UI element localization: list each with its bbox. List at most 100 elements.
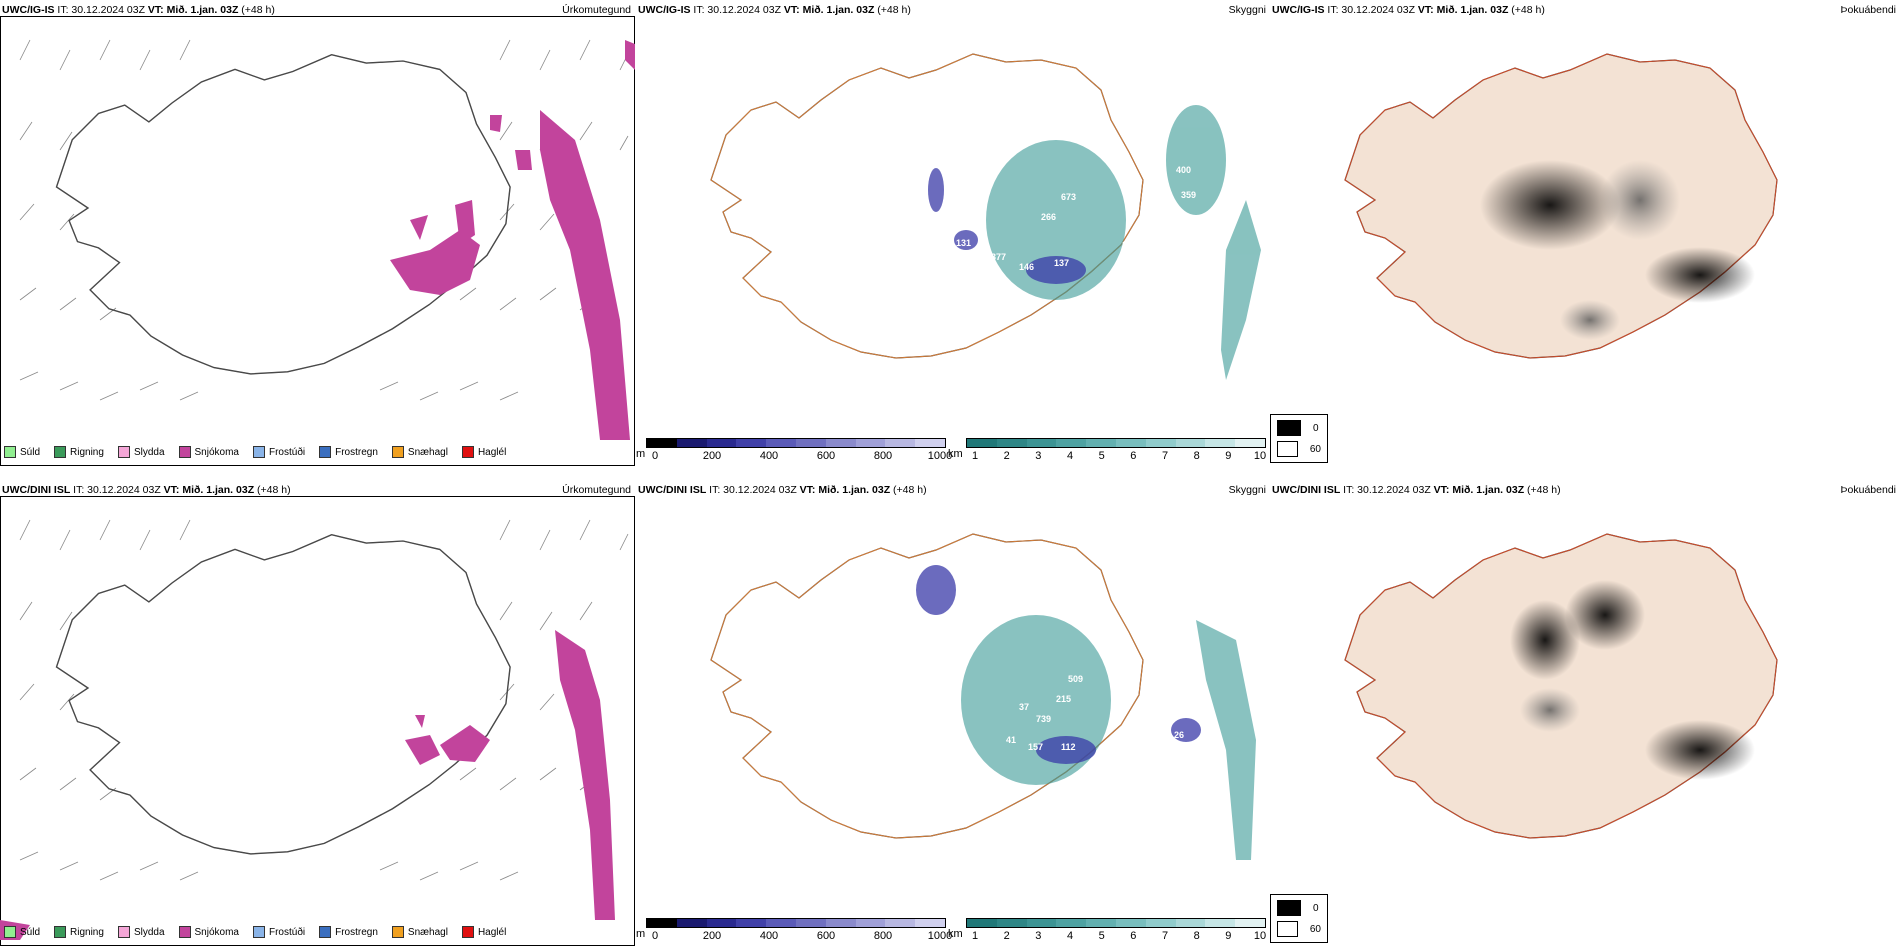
wind-barbs [19,519,629,881]
colorbar-segment [1115,439,1146,447]
ceiling-value-label: 157 [1028,742,1043,752]
panel-title: Skyggni [1228,4,1266,16]
legend-item: Snjókoma [178,446,239,458]
visibility-shading [986,105,1261,380]
colorbar-segment [915,919,945,927]
visibility-colorbar: 1 2 3 4 5 6 7 8 9 10 [966,438,1266,462]
cloud-visibility-map: 59 400 673 266 359 131 377 146 137 272 149 352 [710,53,1261,380]
ceiling-value-label: 59 [1151,142,1161,152]
colorbar-segment [1175,919,1206,927]
ceiling-value-label: 400 [1176,165,1191,175]
colorbar-segment [915,439,945,447]
colorbar-segment [996,439,1027,447]
colorbar-tick-label: 10 [1253,450,1267,462]
legend-swatch [117,446,130,458]
fog-legend-swatch [1277,441,1298,457]
colorbar-segment [825,439,856,447]
panel-header: UWC/DINI ISL IT: 30.12.2024 03Z VT: Mið.… [2,484,291,496]
colorbar-segment [1026,919,1057,927]
legend-swatch [252,926,265,938]
colorbar-segment [825,919,856,927]
colorbar-segment [1175,439,1206,447]
fog-map [1344,533,1778,839]
panel-header: UWC/DINI ISL IT: 30.12.2024 03Z VT: Mið.… [638,484,927,496]
legend-swatch [4,926,16,938]
legend-item: Frostregn [319,926,378,938]
colorbar-tick-label: 400 [759,450,779,462]
cloud-visibility-panel-row1: UWC/IG-IS IT: 30.12.2024 03Z VT: Mið. 1.… [636,0,1270,470]
fog-legend-swatch [1277,420,1301,436]
precip-legend: Súld Rigning Slydda Snjókoma Frostúði Fr… [4,926,506,938]
colorbar-tick-label: 2 [1003,930,1010,942]
ceiling-value-label: 149 [1156,262,1171,272]
legend-swatch [319,926,332,938]
colorbar-segment [1205,919,1236,927]
legend-item: Frostúði [252,446,305,458]
ceiling-value-label: 215 [1056,694,1071,704]
ceiling-shading [916,565,1201,764]
colorbar-tick-label: 1 [971,450,979,462]
legend-item: Snæhagl [391,926,448,938]
legend-item: Rigning [54,926,104,938]
legend-item: Haglél [461,926,506,938]
panel-title: Úrkomutegund [562,484,631,496]
ceiling-value-label: 131 [956,238,971,248]
colorbar-tick-label: 9 [1225,930,1232,942]
panel-title: Skyggni [1228,484,1266,496]
ceiling-value-label: 137 [1054,258,1069,268]
colorbar-segment [996,919,1027,927]
precip-type-panel-row1: UWC/IG-IS IT: 30.12.2024 03Z VT: Mið. 1.… [0,0,635,470]
colorbar-segment [706,919,737,927]
legend-item: Rigning [54,446,104,458]
colorbar-tick-label: 600 [816,450,836,462]
colorbar-segment [766,919,796,927]
ceiling-value-label: 739 [1036,714,1051,724]
colorbar-segment [885,439,916,447]
legend-item: Súld [4,446,40,458]
fog-panel-row2: UWC/DINI ISL IT: 30.12.2024 03Z VT: Mið.… [1270,480,1900,950]
colorbar-tick-label: 0 [651,450,659,462]
colorbar-segment [1086,919,1116,927]
colorbar-segment [736,919,767,927]
ceiling-value-label: 359 [1181,190,1196,200]
colorbar-tick-label: 3 [1035,930,1042,942]
colorbar-tick-label: 0 [651,930,659,942]
legend-item: Snæhagl [391,446,448,458]
cloud-visibility-panel-row2: UWC/DINI ISL IT: 30.12.2024 03Z VT: Mið.… [636,480,1270,950]
map-frame [0,496,635,946]
colorbar-segment [1115,919,1146,927]
legend-swatch [461,926,474,938]
colorbar-tick-label: 600 [816,930,836,942]
colorbar-tick-label: 9 [1225,450,1232,462]
colorbar-tick-label: 2 [1003,450,1010,462]
colorbar-tick-label: 6 [1130,450,1137,462]
colorbar-segment [766,439,796,447]
ceiling-value-label: 272 [1122,240,1137,250]
ceiling-value-label: 266 [1041,212,1056,222]
legend-swatch [54,446,67,458]
legend-swatch [117,926,130,938]
map-frame [0,16,635,466]
ceiling-value-label: 352 [1111,280,1126,290]
colorbar-segment [795,919,826,927]
ceiling-colorbar: 0 200 400 600 800 1000 [646,438,952,462]
colorbar-segment [1145,919,1176,927]
ceiling-value-labels: 59 400 673 266 359 131 377 146 137 272 149 352 [956,142,1196,290]
visibility-colorbar: 1 2 3 4 5 6 7 8 9 10 [966,918,1266,942]
panel-title: Úrkomutegund [562,4,631,16]
legend-swatch [461,446,474,458]
colorbar-tick-label: 7 [1161,930,1169,942]
colorbar-segment [967,439,997,447]
fog-legend: 0 60 [1270,894,1328,943]
legend-item: Frostúði [252,926,305,938]
panel-header: UWC/DINI ISL IT: 30.12.2024 03Z VT: Mið.… [1272,484,1561,496]
colorbar-segment [1145,439,1176,447]
colorbar-tick-label: 200 [702,450,722,462]
precip-type-map [0,519,629,940]
fog-map [1344,53,1778,359]
legend-swatch [178,926,191,938]
precip-legend: Súld Rigning Slydda Snjókoma Frostúði Fr… [4,446,506,458]
colorbar-tick-label: 10 [1253,930,1267,942]
legend-swatch [391,446,404,458]
colorbar-tick-label: 8 [1193,930,1200,942]
